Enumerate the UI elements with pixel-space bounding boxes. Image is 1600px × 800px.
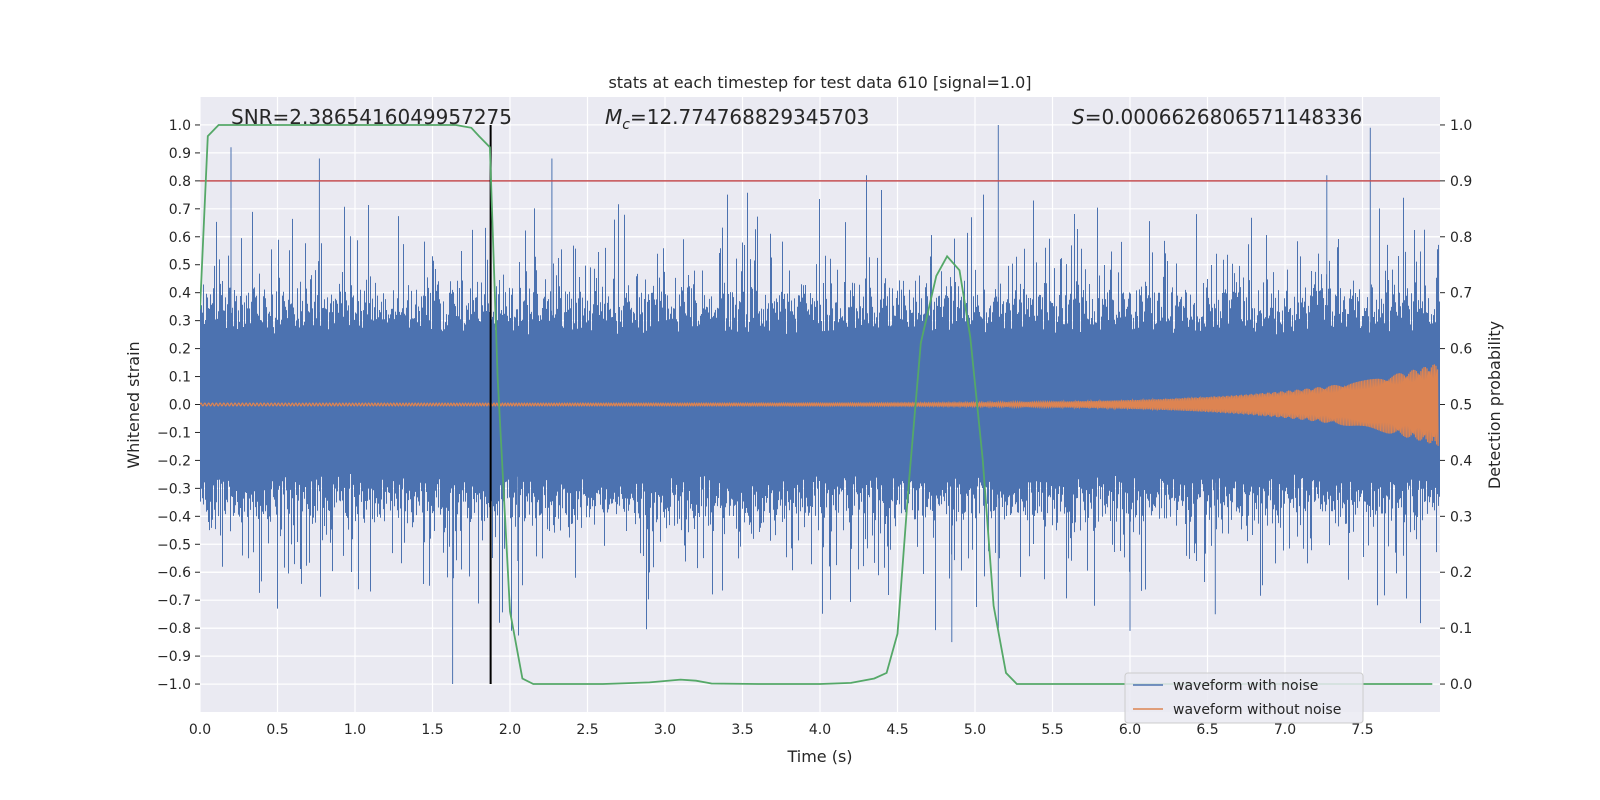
y-tick-label-left: −0.1 bbox=[157, 425, 191, 441]
y-tick-label-left: −0.3 bbox=[157, 481, 191, 497]
snr-annotation: SNR=2.3865416049957275 bbox=[231, 105, 512, 129]
x-tick-label: 2.0 bbox=[499, 722, 521, 738]
y-tick-label-left: 0.5 bbox=[169, 258, 191, 274]
legend-label-clean: waveform without noise bbox=[1173, 702, 1341, 718]
y-tick-label-left: 0.6 bbox=[169, 230, 191, 246]
y-axis-label-right: Detection probability bbox=[1485, 321, 1504, 489]
x-tick-label: 5.5 bbox=[1041, 722, 1063, 738]
y-tick-label-left: 0.2 bbox=[169, 342, 191, 358]
y-tick-label-left: 0.7 bbox=[169, 202, 191, 218]
x-tick-label: 1.5 bbox=[421, 722, 443, 738]
x-tick-label: 2.5 bbox=[576, 722, 598, 738]
mc-value: =12.774768829345703 bbox=[630, 105, 869, 129]
y-tick-label-left: 0.0 bbox=[169, 398, 191, 414]
y-tick-label-left: 0.9 bbox=[169, 146, 191, 162]
series-detection-probability bbox=[200, 124, 1433, 685]
y-tick-label-right: 0.8 bbox=[1450, 230, 1472, 246]
y-tick-label-right: 0.4 bbox=[1450, 453, 1472, 469]
s-value: =0.0006626806571148336 bbox=[1085, 105, 1363, 129]
y-tick-label-left: −0.4 bbox=[157, 509, 191, 525]
y-tick-label-right: 0.7 bbox=[1450, 286, 1472, 302]
y-tick-label-left: −1.0 bbox=[157, 677, 191, 693]
tick-labels: 0.0 0.5 1.0 1.5 2.0 2.5 3.0 3.5 4.0 4.5 5.0 5.5 6.0 6… bbox=[157, 118, 1472, 738]
y-tick-label-right: 0.1 bbox=[1450, 621, 1472, 637]
y-tick-label-left: 0.4 bbox=[169, 286, 191, 302]
y-tick-label-left: −0.9 bbox=[157, 649, 191, 665]
x-tick-label: 7.5 bbox=[1351, 722, 1373, 738]
y-tick-label-left: −0.8 bbox=[157, 621, 191, 637]
y-tick-label-left: −0.2 bbox=[157, 453, 191, 469]
y-tick-label-left: −0.7 bbox=[157, 593, 191, 609]
y-tick-label-right: 0.0 bbox=[1450, 677, 1472, 693]
x-tick-label: 4.0 bbox=[809, 722, 831, 738]
y-tick-label-right: 0.5 bbox=[1450, 398, 1472, 414]
chart-title: stats at each timestep for test data 610… bbox=[608, 73, 1031, 92]
y-tick-label-left: 0.1 bbox=[169, 370, 191, 386]
y-tick-label-right: 0.9 bbox=[1450, 174, 1472, 190]
waveform-without-noise-path bbox=[200, 364, 1439, 446]
y-tick-label-left: 0.8 bbox=[169, 174, 191, 190]
x-tick-label: 4.5 bbox=[886, 722, 908, 738]
x-tick-label: 3.5 bbox=[731, 722, 753, 738]
y-tick-label-right: 0.2 bbox=[1450, 565, 1472, 581]
y-tick-label-left: 1.0 bbox=[169, 118, 191, 134]
x-tick-label: 0.0 bbox=[189, 722, 211, 738]
x-tick-label: 5.0 bbox=[964, 722, 986, 738]
y-tick-label-left: 0.3 bbox=[169, 314, 191, 330]
legend: waveform with noise waveform without noi… bbox=[1124, 672, 1364, 724]
x-tick-label: 6.5 bbox=[1196, 722, 1218, 738]
x-tick-label: 1.0 bbox=[344, 722, 366, 738]
s-annotation: S=0.0006626806571148336 bbox=[1072, 105, 1362, 129]
s-symbol: S bbox=[1072, 105, 1085, 129]
legend-box bbox=[1124, 672, 1364, 724]
y-tick-label-right: 0.6 bbox=[1450, 342, 1472, 358]
y-tick-label-right: 1.0 bbox=[1450, 118, 1472, 134]
x-tick-label: 6.0 bbox=[1119, 722, 1141, 738]
mc-annotation: Mc=12.774768829345703 bbox=[605, 105, 869, 133]
y-axis-label-left: Whitened strain bbox=[124, 341, 143, 468]
x-tick-label: 3.0 bbox=[654, 722, 676, 738]
mc-subscript: c bbox=[622, 117, 630, 133]
x-axis-label: Time (s) bbox=[786, 747, 852, 766]
series-waveform-without-noise bbox=[200, 364, 1439, 446]
detection-probability-path bbox=[200, 124, 1433, 685]
y-tick-label-left: −0.5 bbox=[157, 537, 191, 553]
x-tick-label: 7.0 bbox=[1274, 722, 1296, 738]
x-tick-label: 0.5 bbox=[266, 722, 288, 738]
y-tick-label-right: 0.3 bbox=[1450, 509, 1472, 525]
mc-symbol: M bbox=[605, 105, 622, 129]
legend-label-noise: waveform with noise bbox=[1173, 678, 1318, 694]
y-tick-label-left: −0.6 bbox=[157, 565, 191, 581]
